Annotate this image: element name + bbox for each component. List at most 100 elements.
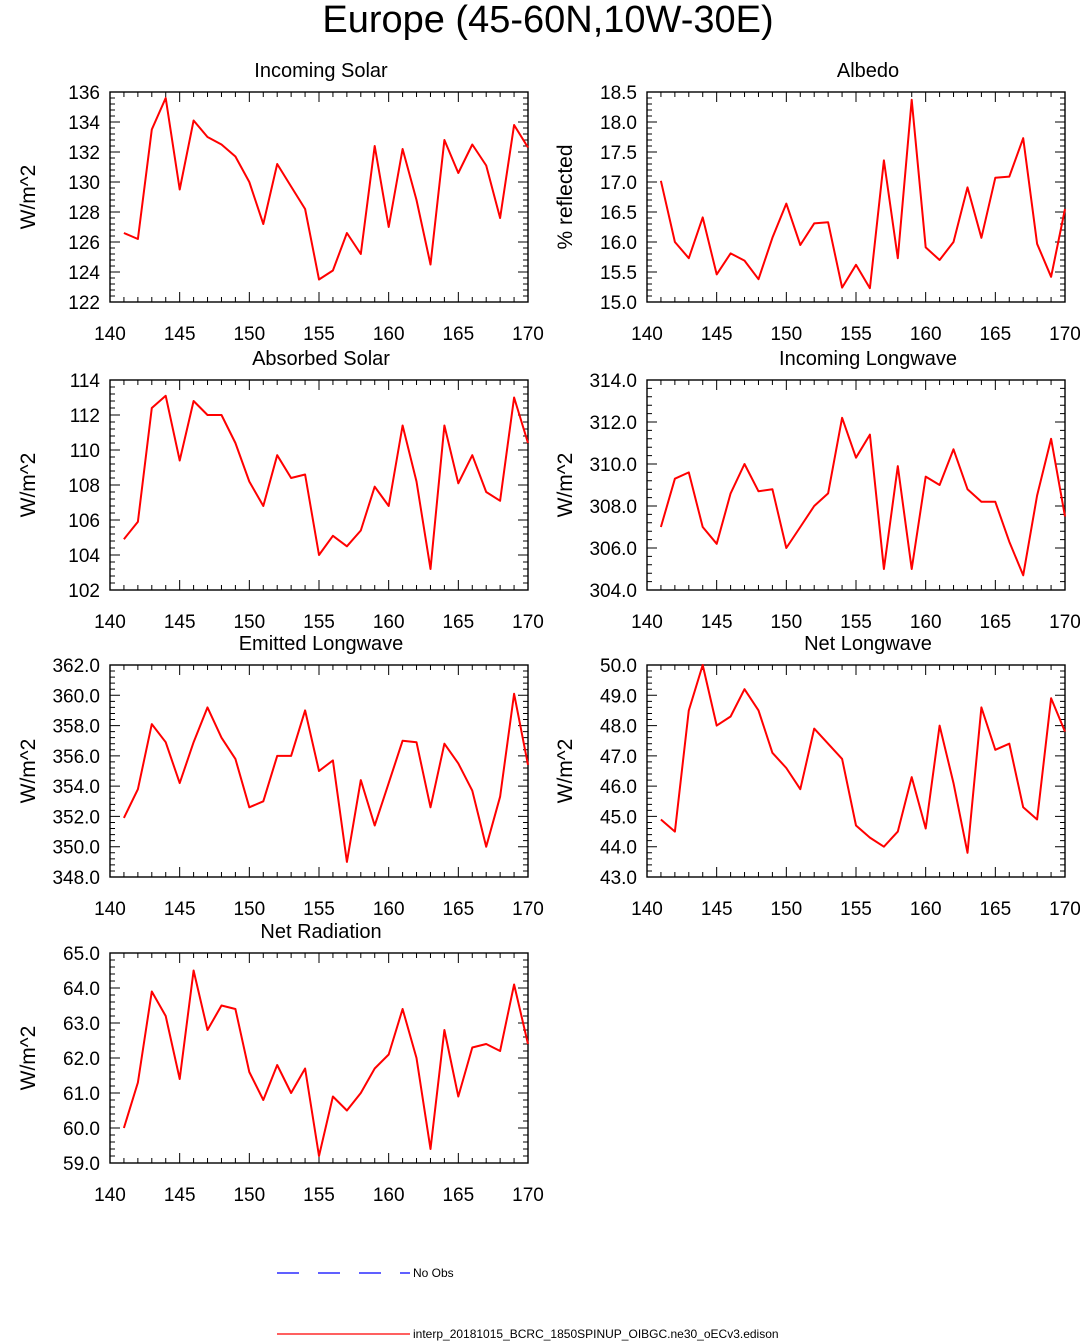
x-tick-label: 170: [512, 1185, 544, 1206]
x-tick-label: 160: [373, 899, 405, 920]
x-tick-label: 150: [233, 324, 265, 345]
y-tick-label: 132: [68, 143, 100, 164]
x-tick-label: 155: [303, 612, 335, 633]
legend-model-label: interp_20181015_BCRC_1850SPINUP_OIBGC.ne…: [413, 1327, 779, 1341]
y-tick-label: 348.0: [52, 868, 100, 889]
x-tick-label: 150: [770, 612, 802, 633]
panel-net-longwave: 140 145 150 155 160 165 170 43.0 44.0 45.0 46.0 47.…: [554, 633, 1080, 920]
x-tick-label: 165: [979, 612, 1011, 633]
y-tick-label: 122: [68, 293, 100, 314]
y-tick-label: 18.5: [600, 83, 637, 104]
y-tick-label: 45.0: [600, 807, 637, 828]
y-tick-label: 108: [68, 476, 100, 497]
y-tick-label: 304.0: [589, 581, 637, 602]
x-tick-label: 145: [164, 899, 196, 920]
x-tick-label: 140: [631, 899, 663, 920]
x-tick-label: 150: [770, 899, 802, 920]
x-tick-label: 160: [910, 899, 942, 920]
y-tick-label: 106: [68, 511, 100, 532]
x-tick-label: 145: [701, 612, 733, 633]
series-line-net-longwave: [660, 664, 1066, 854]
y-tick-label: 356.0: [52, 747, 100, 768]
x-tick-label: 160: [910, 324, 942, 345]
y-tick-label: 17.0: [600, 173, 637, 194]
y-tick-label: 362.0: [52, 656, 100, 677]
panel-emitted-longwave: 140 145 150 155 160 165 170 348.0 350.0 352.0 354.…: [17, 633, 544, 920]
panel-title: Emitted Longwave: [239, 633, 404, 655]
x-tick-label: 150: [233, 612, 265, 633]
y-tick-label: 352.0: [52, 807, 100, 828]
plot-frame: [646, 379, 1066, 591]
y-tick-label: 60.0: [63, 1119, 100, 1140]
x-tick-label: 170: [1049, 612, 1080, 633]
y-axis-label: % reflected: [554, 144, 577, 249]
series-line-incoming-solar: [123, 97, 529, 281]
panel-incoming-solar: 140 145 150 155 160 165 170 122 124 126 128 130 132 1…: [17, 60, 544, 345]
y-tick-label: 44.0: [600, 838, 637, 859]
y-tick-label: 61.0: [63, 1084, 100, 1105]
y-tick-label: 16.0: [600, 233, 637, 254]
y-tick-label: 124: [68, 263, 100, 284]
y-tick-label: 312.0: [589, 413, 637, 434]
x-tick-label: 160: [373, 612, 405, 633]
x-tick-label: 150: [770, 324, 802, 345]
x-tick-label: 155: [303, 899, 335, 920]
y-tick-label: 43.0: [600, 868, 637, 889]
x-tick-label: 155: [840, 324, 872, 345]
x-tick-label: 165: [979, 324, 1011, 345]
y-tick-label: 15.0: [600, 293, 637, 314]
x-tick-label: 170: [1049, 324, 1080, 345]
y-tick-label: 126: [68, 233, 100, 254]
panel-title: Absorbed Solar: [252, 348, 390, 370]
panel-title: Albedo: [837, 60, 899, 82]
y-tick-label: 136: [68, 83, 100, 104]
x-tick-label: 140: [631, 612, 663, 633]
y-tick-label: 114: [70, 371, 101, 392]
y-tick-label: 62.0: [63, 1049, 100, 1070]
y-axis-label: W/m^2: [554, 739, 577, 804]
y-axis-label: W/m^2: [17, 1026, 40, 1091]
figure-title: Europe (45-60N,10W-30E): [322, 0, 773, 41]
x-tick-label: 170: [512, 324, 544, 345]
y-tick-label: 46.0: [600, 777, 637, 798]
x-tick-label: 160: [373, 1185, 405, 1206]
x-tick-label: 155: [840, 899, 872, 920]
x-tick-label: 145: [164, 612, 196, 633]
y-tick-label: 17.5: [600, 143, 637, 164]
y-tick-label: 18.0: [600, 113, 637, 134]
minor-ticks: [110, 92, 528, 302]
minor-ticks: [110, 665, 528, 877]
y-tick-label: 65.0: [63, 944, 100, 965]
minor-ticks: [110, 953, 528, 1163]
legend: No Obs interp_20181015_BCRC_1850SPINUP_O…: [277, 1266, 779, 1341]
y-tick-label: 308.0: [589, 497, 637, 518]
y-tick-label: 360.0: [52, 686, 100, 707]
panel-absorbed-solar: 140 145 150 155 160 165 170 102 104 106 108 110 112 1…: [17, 348, 544, 633]
y-axis-label: W/m^2: [17, 453, 40, 518]
minor-ticks: [647, 665, 1065, 877]
x-tick-label: 155: [303, 324, 335, 345]
series-line-emitted-longwave: [123, 692, 529, 863]
x-tick-label: 155: [840, 612, 872, 633]
y-tick-label: 130: [68, 173, 100, 194]
y-tick-label: 310.0: [589, 455, 637, 476]
y-tick-label: 350.0: [52, 838, 100, 859]
panels: 140 145 150 155 160 165 170 122 124 126 128 130 132 1…: [17, 60, 1080, 1206]
x-tick-label: 150: [233, 899, 265, 920]
x-tick-label: 140: [94, 612, 126, 633]
plot-frame: [109, 379, 529, 591]
y-axis-label: W/m^2: [17, 165, 40, 230]
x-tick-label: 170: [1049, 899, 1080, 920]
x-tick-label: 145: [701, 899, 733, 920]
x-tick-label: 165: [442, 1185, 474, 1206]
minor-ticks: [647, 92, 1065, 302]
y-axis-label: W/m^2: [554, 453, 577, 518]
y-tick-label: 47.0: [600, 747, 637, 768]
y-tick-label: 64.0: [63, 979, 100, 1000]
y-axis-label: W/m^2: [17, 739, 40, 804]
y-tick-label: 59.0: [63, 1154, 100, 1175]
plot-frame: [646, 91, 1066, 303]
x-tick-label: 165: [442, 612, 474, 633]
x-tick-label: 155: [303, 1185, 335, 1206]
